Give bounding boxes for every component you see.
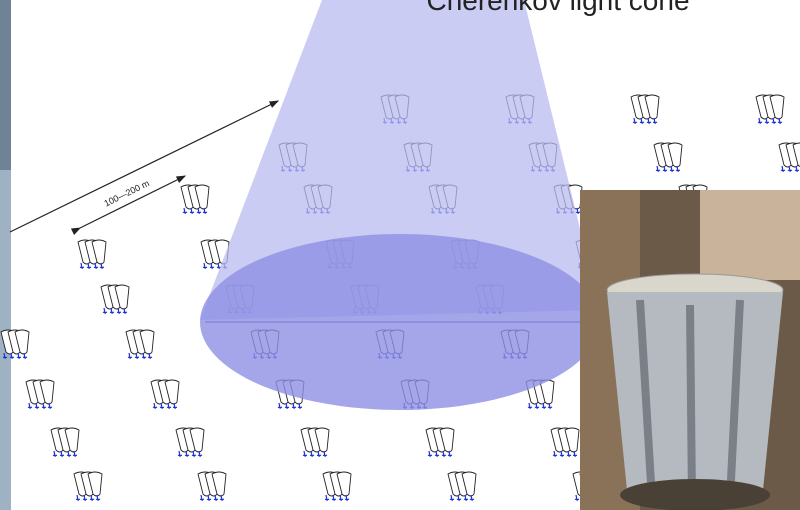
scale-bar	[80, 176, 185, 228]
detector	[101, 285, 129, 313]
detector	[756, 95, 784, 123]
detector	[448, 472, 476, 500]
detector	[426, 428, 454, 456]
page: 100—200 m Cherenkov light cone (() => { …	[0, 0, 800, 510]
detector	[198, 472, 226, 500]
detector	[631, 95, 659, 123]
arrow	[10, 101, 278, 232]
detector	[779, 143, 800, 171]
detector	[26, 380, 54, 408]
detector	[323, 472, 351, 500]
detector	[181, 185, 209, 213]
detector	[176, 428, 204, 456]
detector	[301, 428, 329, 456]
detector	[551, 428, 579, 456]
detector-photo	[580, 190, 800, 510]
slide: 100—200 m Cherenkov light cone	[0, 0, 800, 510]
detector	[654, 143, 682, 171]
detector	[151, 380, 179, 408]
detector	[51, 428, 79, 456]
detector	[126, 330, 154, 358]
photo-person	[700, 190, 800, 280]
detector	[78, 240, 106, 268]
detector	[74, 472, 102, 500]
title: Cherenkov light cone	[426, 0, 689, 16]
photo-drum-bottom	[620, 479, 770, 510]
background-photo-sky	[0, 0, 11, 170]
